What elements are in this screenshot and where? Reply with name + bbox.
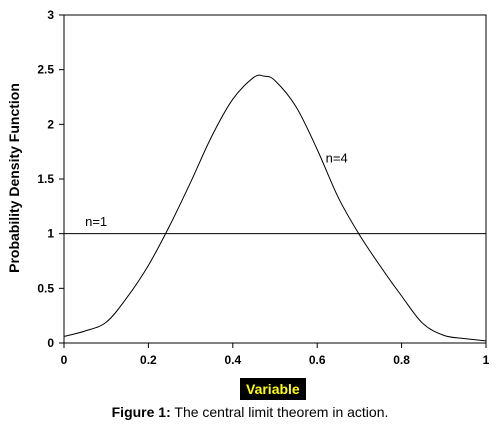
x-tick-label: 0.2 <box>140 353 157 367</box>
chart-ticks: 0 0.5 1 1.5 2 2.5 3 0 0.2 0.4 0.6 0.8 1 <box>37 8 489 367</box>
y-tick-label: 1 <box>47 227 54 241</box>
y-tick-label: 0.5 <box>37 281 54 295</box>
x-tick-label: 0 <box>61 353 68 367</box>
chart-series <box>63 74 487 342</box>
x-axis-label: Variable <box>240 378 306 400</box>
y-tick-label: 2.5 <box>37 63 54 77</box>
chart-annotations: n=1 n=4 <box>85 151 348 229</box>
annotation-n4: n=4 <box>326 151 348 166</box>
figure-caption: Figure 1: The central limit theorem in a… <box>0 404 500 420</box>
chart-axes <box>63 14 487 344</box>
x-tick-label: 0.8 <box>393 353 410 367</box>
caption-label: Figure 1: <box>111 404 171 420</box>
y-tick-label: 1.5 <box>37 172 54 186</box>
annotation-n1: n=1 <box>85 214 107 229</box>
caption-text: The central limit theorem in action. <box>170 404 389 420</box>
x-tick-label: 1 <box>483 353 490 367</box>
series-line-n4 <box>63 74 487 342</box>
y-tick-label: 0 <box>47 336 54 350</box>
y-tick-label: 3 <box>47 8 54 22</box>
plot-area-frame <box>63 14 487 344</box>
y-axis-label: Probability Density Function <box>6 83 22 273</box>
x-tick-label: 0.6 <box>309 353 326 367</box>
y-tick-label: 2 <box>47 117 54 131</box>
x-tick-label: 0.4 <box>224 353 241 367</box>
